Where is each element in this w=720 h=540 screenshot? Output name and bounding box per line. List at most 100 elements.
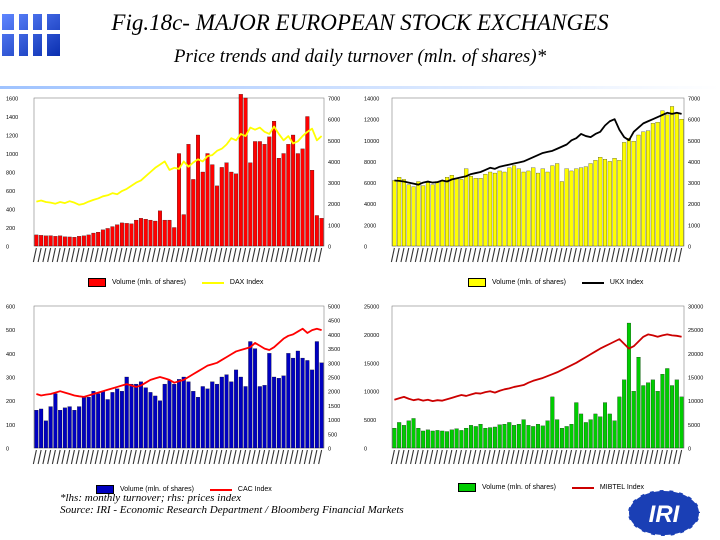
mibtel-y-right-tick: 25000 (688, 328, 703, 334)
mibtel-x-tick-mark (500, 449, 506, 465)
dax-volume-bar (186, 144, 191, 247)
cac-x-tick-mark (142, 449, 147, 465)
mibtel-x-tick-mark (548, 449, 553, 465)
ukx-x-tick-mark (467, 247, 472, 263)
dax-x-tick-mark (142, 247, 147, 263)
mibtel-volume-bar (430, 430, 435, 449)
ukx-volume-bar (593, 160, 598, 247)
ukx-legend-bar-swatch (468, 278, 486, 287)
cac-x-tick-mark (218, 449, 223, 465)
cac-x-tick-mark (242, 449, 247, 465)
dax-y-left-tick: 1200 (6, 134, 18, 140)
ukx-volume-bar (516, 168, 521, 247)
cac-volume-bar (167, 380, 172, 449)
dax-volume-bar (177, 153, 181, 247)
cac-x-tick-mark (251, 449, 256, 465)
ukx-x-tick-mark (515, 247, 520, 263)
dax-y-right-tick: 5000 (328, 139, 340, 145)
mibtel-volume-bar (416, 427, 421, 449)
dax-x-tick-mark (80, 247, 85, 263)
cac-chart-svg: 0 100 200 300 400 500 600 0 500 1000 1500 2000 2500 3… (6, 305, 340, 465)
dax-volume-bar (143, 219, 148, 247)
ukx-legend-line-label: UKX Index (609, 279, 644, 286)
mibtel-volume-bar (478, 424, 483, 449)
dax-x-tick-mark (51, 247, 56, 263)
ukx-x-tick-mark (544, 247, 549, 263)
mibtel-volume-bar (665, 368, 670, 449)
dax-volume-bar (305, 116, 310, 247)
ukx-x-tick-mark (572, 247, 577, 263)
dax-x-tick-mark (203, 247, 209, 263)
cac-volume-bar (262, 385, 267, 449)
dax-x-tick-mark (246, 247, 251, 263)
dax-volume-bar (72, 237, 77, 247)
mibtel-x-tick-mark (658, 449, 663, 465)
mibtel-volume-bar (545, 420, 550, 449)
cac-x-tick-mark (223, 449, 228, 465)
dax-volume-bar (43, 235, 48, 247)
cac-x-tick-mark (208, 449, 213, 465)
mibtel-y-right-tick: 20000 (688, 352, 703, 358)
mibtel-y-left-tick: 20000 (364, 333, 379, 339)
dax-x-tick-mark (189, 247, 194, 263)
mibtel-x-tick-mark (620, 449, 625, 465)
cac-y-right-tick: 4000 (328, 333, 340, 339)
mibtel-x-tick-mark (668, 449, 673, 465)
dax-x-tick-mark (42, 247, 47, 263)
dax-x-tick-mark (118, 247, 123, 263)
cac-x-tick-mark (313, 449, 318, 465)
dax-volume-bar (248, 162, 253, 247)
mibtel-volume-bar (425, 429, 430, 449)
cac-volume-bar (119, 391, 124, 449)
dax-x-tick-mark (165, 247, 171, 263)
cac-x-tick-mark (270, 449, 275, 465)
ukx-y-left-tick: 10000 (364, 139, 379, 145)
ukx-volume-bar (421, 185, 426, 247)
cac-volume-bar (272, 376, 277, 449)
ukx-x-tick-mark (453, 247, 458, 263)
mibtel-volume-bar (459, 430, 464, 449)
dax-x-tick-mark (199, 247, 204, 263)
ukx-x-tick-mark (630, 247, 635, 263)
ukx-volume-bar (435, 181, 440, 247)
dax-x-tick-mark (294, 247, 299, 263)
dax-legend-bar-label: Volume (mln. of shares) (112, 279, 186, 286)
ukx-x-tick-mark (615, 247, 620, 263)
mibtel-volume-bar (559, 427, 564, 449)
ukx-chart-svg: 0 2000 4000 6000 8000 10000 12000 14000 0 1000 200… (364, 97, 700, 263)
mibtel-x-tick-mark (520, 449, 525, 465)
cac-volume-bar (200, 386, 205, 449)
cac-y-right-tick: 4500 (328, 319, 340, 325)
dax-volume-bar (67, 236, 72, 247)
mibtel-volume-bar (631, 391, 636, 449)
dax-y-left-tick: 1000 (6, 152, 18, 158)
mibtel-volume-bar (507, 422, 512, 449)
dax-volume-bar (53, 236, 58, 247)
mibtel-volume-bar (497, 424, 502, 449)
ukx-volume-bar (540, 168, 545, 247)
mibtel-x-tick-mark (587, 449, 592, 465)
dax-volume-bar (172, 227, 177, 247)
dax-x-tick-mark (61, 247, 66, 263)
mibtel-volume-bar (650, 379, 655, 449)
ukx-volume-bar (641, 131, 646, 247)
mibtel-volume-bar (679, 396, 684, 449)
mibtel-volume-bar (564, 426, 569, 449)
mibtel-volume-bar (636, 356, 641, 449)
dax-volume-bar (262, 144, 267, 247)
mibtel-x-tick-mark (524, 449, 529, 465)
dax-volume-bar (58, 235, 63, 247)
cac-x-tick-mark (199, 449, 204, 465)
cac-x-tick-mark (170, 449, 175, 465)
cac-x-tick-mark (294, 449, 299, 465)
dax-volume-bar (148, 219, 153, 247)
cac-volume-bar (86, 396, 91, 449)
ukx-y-left-tick: 4000 (364, 202, 376, 208)
mibtel-x-tick-mark (443, 449, 448, 465)
dax-x-tick-mark (213, 247, 218, 263)
cac-x-tick-mark (184, 449, 190, 465)
ukx-volume-bar (536, 172, 540, 247)
cac-volume-bar (253, 348, 258, 449)
mibtel-legend-line-label: MIBTEL Index (599, 484, 645, 491)
mibtel-y-right-tick: 30000 (688, 305, 703, 311)
